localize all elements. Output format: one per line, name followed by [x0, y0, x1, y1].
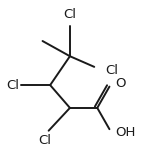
Text: O: O: [115, 77, 125, 90]
Text: Cl: Cl: [38, 134, 51, 147]
Text: Cl: Cl: [63, 8, 76, 21]
Text: OH: OH: [115, 126, 135, 139]
Text: Cl: Cl: [6, 79, 19, 92]
Text: Cl: Cl: [106, 64, 119, 77]
